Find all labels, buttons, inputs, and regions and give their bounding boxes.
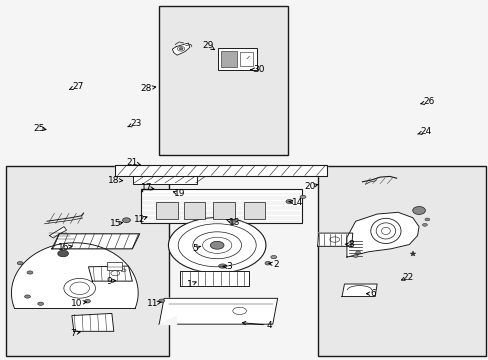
Text: 11: 11	[147, 299, 161, 308]
Text: 27: 27	[69, 82, 83, 91]
Text: 2: 2	[268, 260, 279, 269]
Text: 10: 10	[70, 298, 86, 307]
Ellipse shape	[210, 241, 224, 249]
Ellipse shape	[422, 224, 427, 226]
Ellipse shape	[264, 261, 270, 265]
Text: 9: 9	[106, 276, 116, 285]
Text: 24: 24	[417, 127, 430, 136]
Polygon shape	[159, 316, 176, 324]
Bar	[183, 202, 205, 220]
Ellipse shape	[84, 300, 90, 303]
Bar	[141, 189, 302, 223]
Text: 6: 6	[366, 289, 376, 298]
Bar	[243, 202, 265, 220]
Polygon shape	[346, 212, 418, 257]
Text: 12: 12	[134, 215, 147, 224]
Text: 5: 5	[191, 244, 200, 253]
Ellipse shape	[300, 195, 305, 198]
Ellipse shape	[27, 271, 33, 274]
Polygon shape	[49, 226, 66, 238]
Polygon shape	[341, 284, 376, 297]
Bar	[212, 202, 234, 220]
Text: 23: 23	[128, 119, 142, 128]
Bar	[217, 48, 256, 69]
Text: 8: 8	[345, 240, 353, 249]
Bar	[107, 262, 122, 270]
Text: 28: 28	[140, 84, 155, 93]
Polygon shape	[172, 43, 189, 55]
Text: 7: 7	[70, 329, 80, 338]
Ellipse shape	[218, 264, 226, 268]
Text: 30: 30	[250, 65, 264, 74]
Ellipse shape	[122, 218, 130, 222]
Ellipse shape	[38, 302, 43, 305]
Text: 20: 20	[304, 182, 317, 191]
Text: 14: 14	[288, 198, 302, 207]
Ellipse shape	[24, 295, 30, 298]
Ellipse shape	[17, 262, 23, 265]
Text: 15: 15	[109, 219, 122, 228]
Text: 26: 26	[420, 97, 434, 106]
Bar	[5, 166, 168, 356]
Text: 29: 29	[202, 41, 214, 50]
Text: 19: 19	[173, 189, 185, 198]
Ellipse shape	[355, 251, 360, 254]
Ellipse shape	[352, 255, 357, 257]
Ellipse shape	[168, 217, 265, 273]
Ellipse shape	[158, 299, 164, 303]
Bar	[239, 51, 253, 66]
Text: 17: 17	[141, 183, 153, 192]
Text: 18: 18	[108, 176, 122, 185]
Text: 3: 3	[223, 262, 231, 271]
Text: 21: 21	[126, 158, 141, 167]
Text: 13: 13	[226, 218, 240, 227]
Polygon shape	[317, 233, 352, 246]
Text: 16: 16	[58, 243, 72, 252]
Ellipse shape	[270, 256, 276, 259]
Polygon shape	[11, 243, 138, 308]
Ellipse shape	[424, 218, 429, 221]
Bar	[159, 6, 288, 155]
Polygon shape	[52, 234, 140, 249]
Bar	[156, 202, 177, 220]
Text: 1: 1	[186, 280, 196, 289]
Ellipse shape	[229, 220, 236, 224]
Ellipse shape	[285, 199, 292, 203]
Polygon shape	[88, 266, 132, 281]
Polygon shape	[159, 298, 277, 324]
Polygon shape	[115, 165, 327, 176]
Polygon shape	[180, 271, 249, 286]
Bar	[317, 166, 485, 356]
Text: 4: 4	[242, 321, 271, 330]
Polygon shape	[72, 314, 114, 331]
Bar	[221, 50, 236, 67]
Ellipse shape	[58, 250, 68, 257]
Text: 22: 22	[401, 273, 413, 282]
Ellipse shape	[179, 48, 183, 50]
Text: 25: 25	[33, 123, 46, 132]
Ellipse shape	[412, 207, 425, 215]
Bar	[133, 176, 196, 184]
